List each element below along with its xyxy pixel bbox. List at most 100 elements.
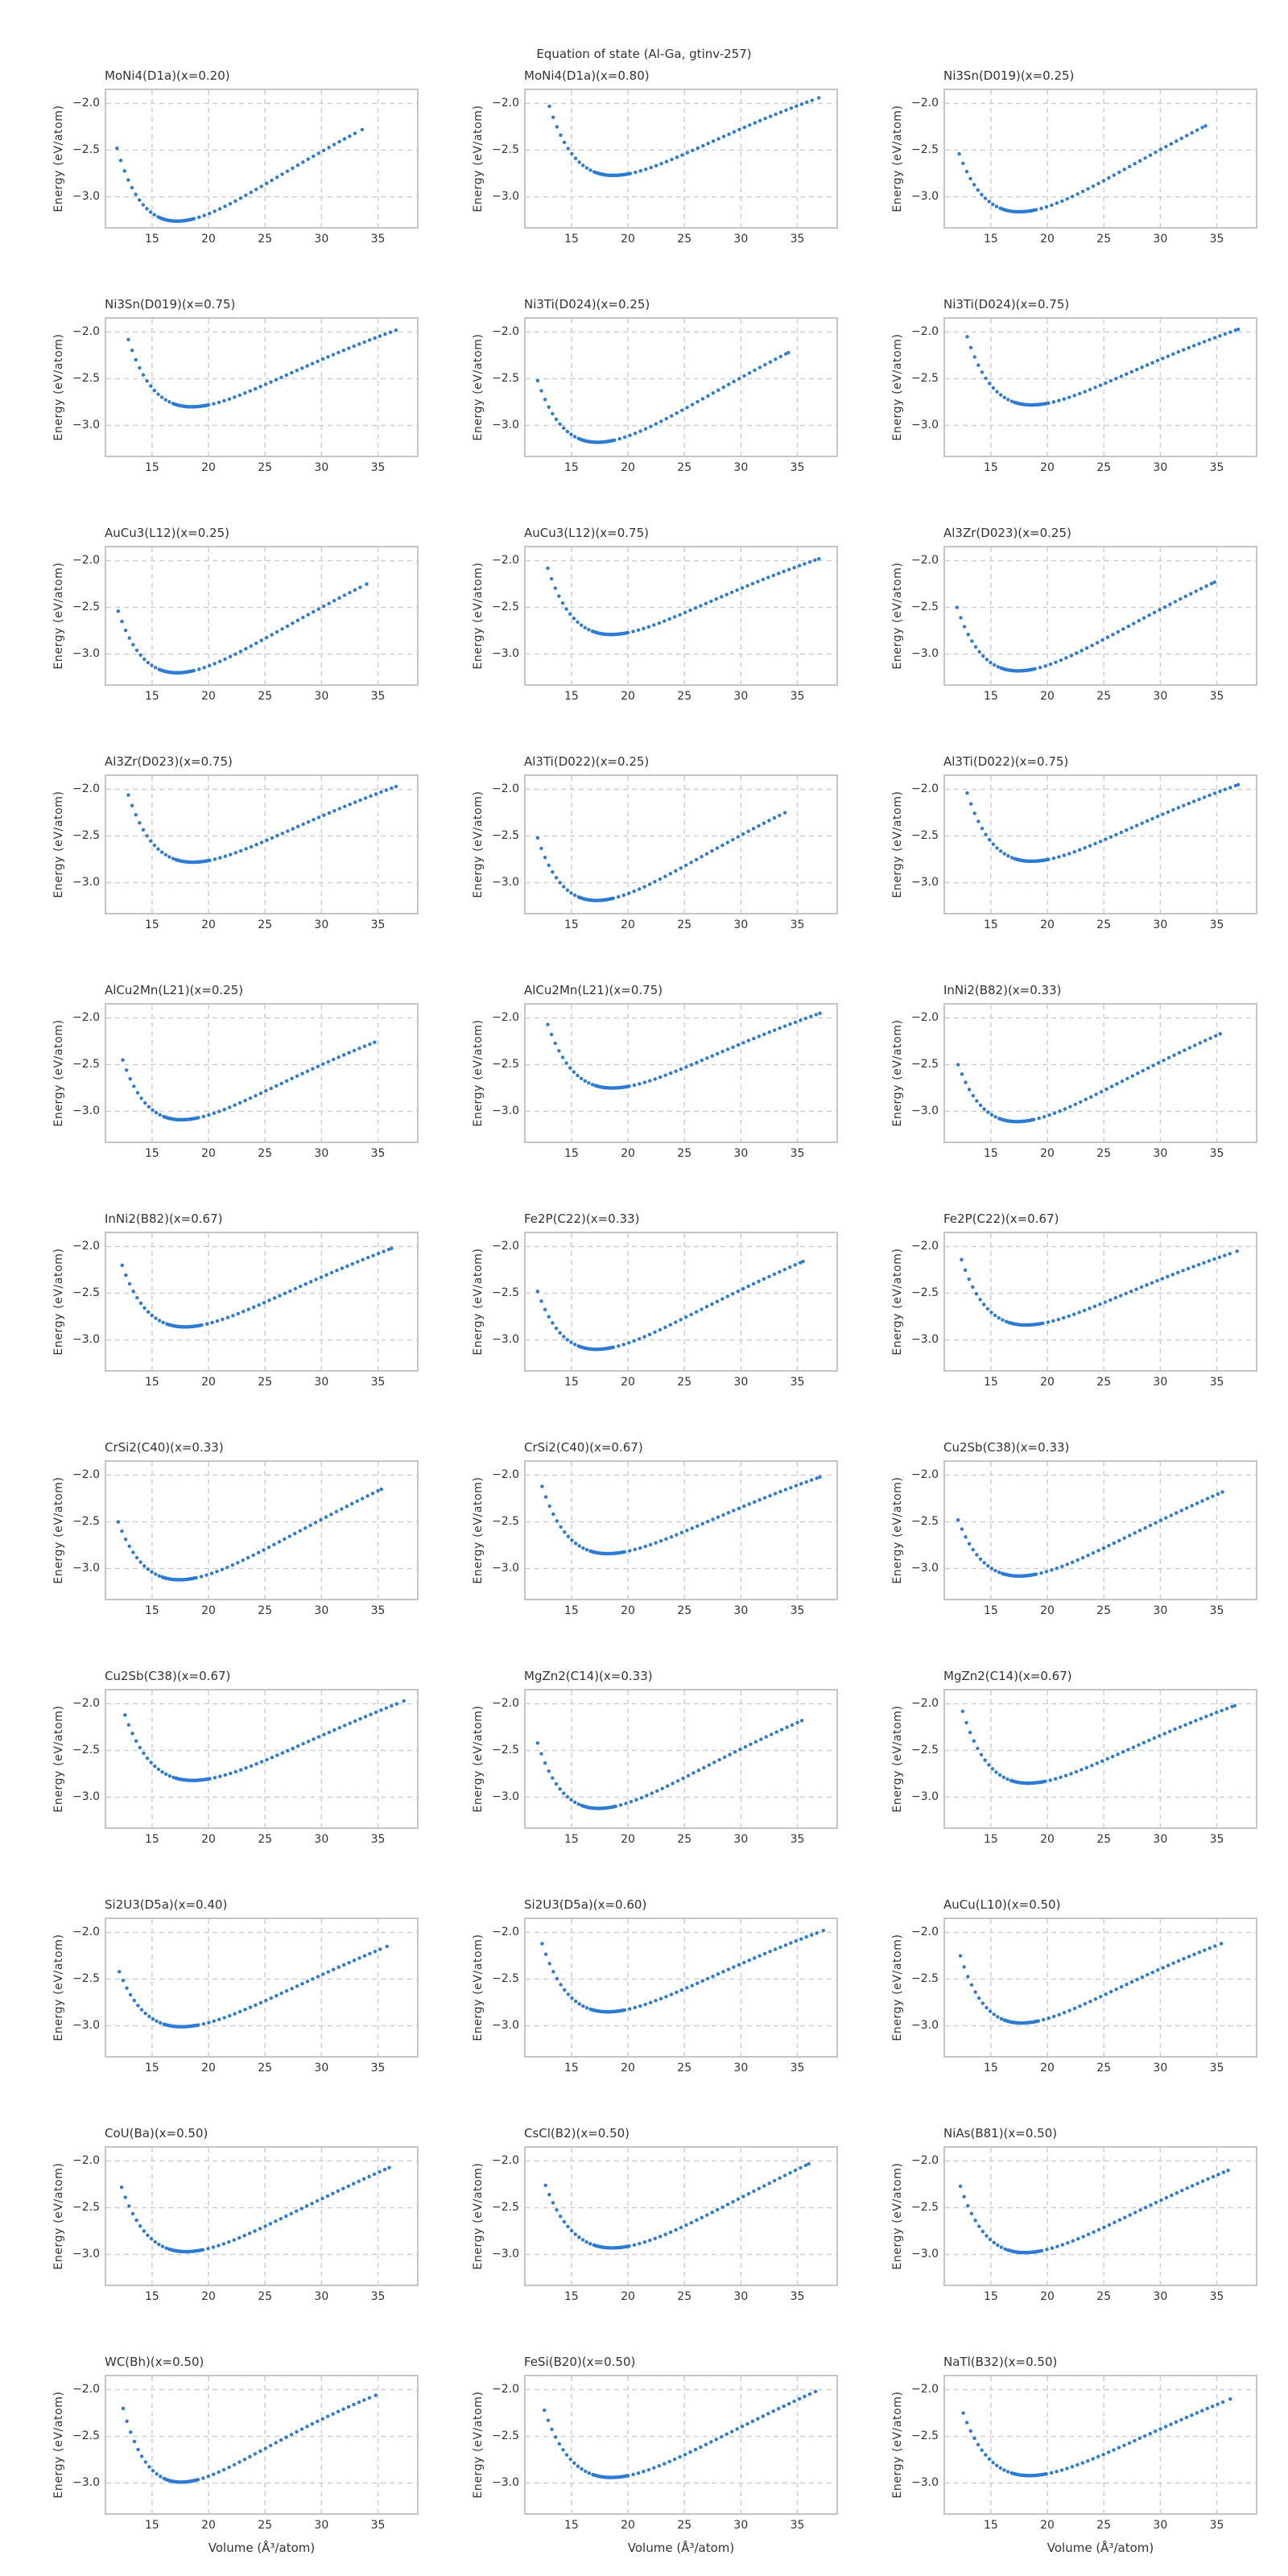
y-tick-label: −2.5 xyxy=(72,1514,100,1528)
x-tick-label: 20 xyxy=(1040,1147,1055,1160)
y-tick-labels: −2.0 −2.5 −3.0 xyxy=(910,1460,943,1600)
data-point xyxy=(138,1745,142,1750)
subplot-title: MoNi4(D1a)(x=0.20) xyxy=(105,68,230,83)
data-point xyxy=(304,2204,309,2208)
y-tick-label: −2.5 xyxy=(72,371,100,385)
data-point xyxy=(126,793,130,797)
data-point xyxy=(244,847,248,851)
plot-area xyxy=(943,1460,1257,1600)
data-point xyxy=(683,1315,688,1319)
data-point xyxy=(778,1489,782,1494)
data-point xyxy=(584,166,589,170)
data-point xyxy=(562,885,566,889)
gridlines xyxy=(945,2376,1256,2513)
data-point xyxy=(1228,2396,1232,2401)
data-point xyxy=(665,1784,670,1788)
data-point xyxy=(955,605,960,609)
x-tick-label: 30 xyxy=(314,919,329,931)
plot-frame xyxy=(524,1689,838,1829)
y-axis-label: Energy (eV/atom) xyxy=(47,2375,71,2515)
data-point xyxy=(543,855,547,860)
data-point xyxy=(1150,1970,1155,1975)
gridlines xyxy=(106,547,417,684)
data-point xyxy=(229,852,233,857)
data-point xyxy=(778,354,782,359)
data-point xyxy=(305,1069,310,1073)
y-tick-label: −3.0 xyxy=(492,2247,519,2260)
data-point xyxy=(295,163,300,167)
data-point xyxy=(638,1546,642,1550)
data-point xyxy=(969,2211,974,2216)
y-tick-label: −3.0 xyxy=(911,1332,939,1346)
data-point xyxy=(535,1741,540,1745)
data-point xyxy=(305,364,309,368)
data-point xyxy=(1174,2190,1179,2195)
plot-area xyxy=(943,1003,1257,1143)
data-point xyxy=(1137,2436,1142,2441)
data-point xyxy=(983,1758,987,1762)
data-point xyxy=(543,1761,547,1765)
y-tick-label: −3.0 xyxy=(72,2018,100,2032)
data-point xyxy=(690,402,695,407)
subplot-grid: MoNi4(D1a)(x=0.20) Energy (eV/atom) −2.0 −2… xyxy=(47,58,1288,2573)
data-point xyxy=(581,1546,585,1550)
plot-area xyxy=(943,1918,1257,2058)
data-point xyxy=(573,2232,577,2236)
data-point xyxy=(617,1344,621,1348)
x-tick-label: 35 xyxy=(790,2290,805,2303)
data-point xyxy=(347,346,351,350)
eos-curve xyxy=(116,1487,383,1582)
data-point xyxy=(764,1735,768,1739)
data-point xyxy=(768,1950,772,1954)
data-point xyxy=(985,2234,989,2238)
data-point xyxy=(217,2244,221,2248)
data-point xyxy=(121,1058,125,1062)
data-point xyxy=(688,608,692,613)
data-point xyxy=(146,1567,151,1571)
data-point xyxy=(217,659,222,663)
eos-curve xyxy=(118,1944,389,2029)
data-point xyxy=(285,624,290,628)
data-point xyxy=(752,1036,756,1041)
data-point xyxy=(336,2189,341,2193)
data-point xyxy=(674,1320,678,1324)
data-point xyxy=(1220,1490,1224,1494)
data-point xyxy=(274,378,279,382)
x-tick-label: 30 xyxy=(733,233,749,246)
plot-frame xyxy=(943,2146,1257,2286)
subplot-title: WC(Bh)(x=0.50) xyxy=(105,2355,204,2369)
data-point xyxy=(793,2168,798,2173)
data-point xyxy=(295,2209,299,2213)
data-point xyxy=(141,373,146,377)
subplot: FeSi(B20)(x=0.50) Energy (eV/atom) −2.0 −2.… xyxy=(466,2344,838,2573)
data-point xyxy=(962,625,967,629)
data-point xyxy=(999,2017,1004,2021)
data-point xyxy=(212,2019,216,2023)
x-tick-label: 30 xyxy=(733,1833,749,1846)
x-tick-label: 35 xyxy=(370,1604,386,1617)
data-point xyxy=(131,1289,135,1294)
data-point xyxy=(988,2009,993,2013)
data-point xyxy=(742,1960,746,1965)
data-point xyxy=(284,373,289,378)
data-point xyxy=(362,340,366,345)
data-point xyxy=(1123,2215,1127,2219)
data-point xyxy=(720,2434,724,2439)
data-point xyxy=(1212,791,1217,795)
data-point xyxy=(1197,797,1201,802)
data-point xyxy=(1093,841,1097,846)
data-point xyxy=(139,1096,143,1100)
data-point xyxy=(988,382,992,386)
data-point xyxy=(1137,159,1142,163)
data-point xyxy=(316,359,320,364)
x-tick-label: 20 xyxy=(621,2519,635,2532)
plot-area xyxy=(524,1689,838,1829)
data-point xyxy=(331,2191,335,2195)
data-point xyxy=(248,389,252,393)
data-point xyxy=(622,1550,627,1554)
data-point xyxy=(543,398,547,402)
data-point xyxy=(1193,1043,1197,1047)
data-point xyxy=(772,2178,777,2183)
data-point xyxy=(631,630,635,634)
data-point xyxy=(622,435,627,440)
